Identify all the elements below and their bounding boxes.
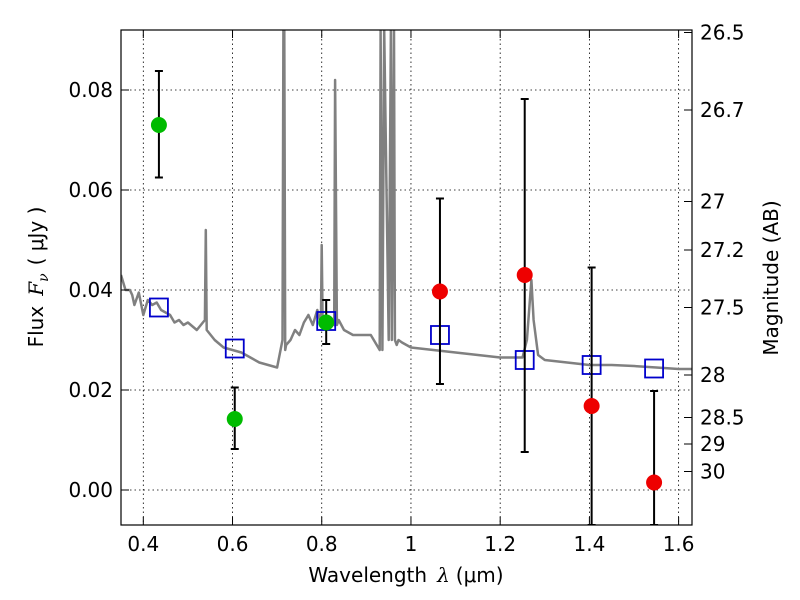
x-tick-label: 0.4: [127, 532, 159, 556]
data-point: [431, 283, 448, 300]
y-axis-label: FluxFν( μJy ): [24, 207, 52, 348]
grid: [121, 30, 692, 525]
x-tick-label: 0.8: [306, 532, 338, 556]
y2-tick-label: 28.5: [700, 406, 745, 430]
data-point: [226, 411, 243, 427]
y2-tick-label: 27.2: [700, 238, 745, 262]
y2-tick-label: 27.5: [700, 296, 745, 320]
plot-area: [121, 30, 692, 525]
x-tick-label: 1.6: [663, 532, 695, 556]
x-tick-label: 1: [405, 532, 418, 556]
plot-frame: [120, 29, 693, 526]
y2-tick-label: 28: [700, 363, 725, 387]
y2-axis-label: Magnitude (AB): [759, 200, 783, 355]
model-point: [224, 338, 245, 359]
x-tick-label: 1.4: [573, 532, 605, 556]
y-tick-label: 0.02: [68, 378, 113, 402]
y2-tick-label: 26.5: [700, 21, 745, 45]
y2-tick-label: 29: [700, 432, 725, 456]
data-point: [150, 117, 167, 133]
x-tick-label: 0.6: [217, 532, 249, 556]
y-tick-label: 0.00: [68, 478, 113, 502]
spectrum-line: [121, 30, 692, 371]
model-point: [644, 358, 664, 379]
points-layer: [149, 70, 664, 525]
y2-tick-label: 26.7: [700, 98, 745, 122]
y-tick-label: 0.04: [68, 278, 113, 302]
y2-tick-label: 30: [700, 460, 725, 484]
data-point: [583, 398, 600, 414]
x-tick-label: 1.2: [484, 532, 516, 556]
y-tick-label: 0.08: [68, 78, 113, 102]
y-tick-label: 0.06: [68, 178, 113, 202]
x-axis-label: Wavelength λ (μm): [308, 563, 503, 587]
data-point: [516, 267, 533, 283]
y2-tick-label: 27: [700, 190, 725, 214]
spectrum-layer: [121, 30, 692, 371]
model-point: [149, 297, 169, 318]
ticks-layer: 0.4 0.6 0.8 1 1.2 1.4 1.6 0.00 0.02 0.04 0.06 0.08 2…: [68, 21, 744, 557]
data-point: [318, 314, 335, 331]
data-point: [646, 474, 663, 491]
